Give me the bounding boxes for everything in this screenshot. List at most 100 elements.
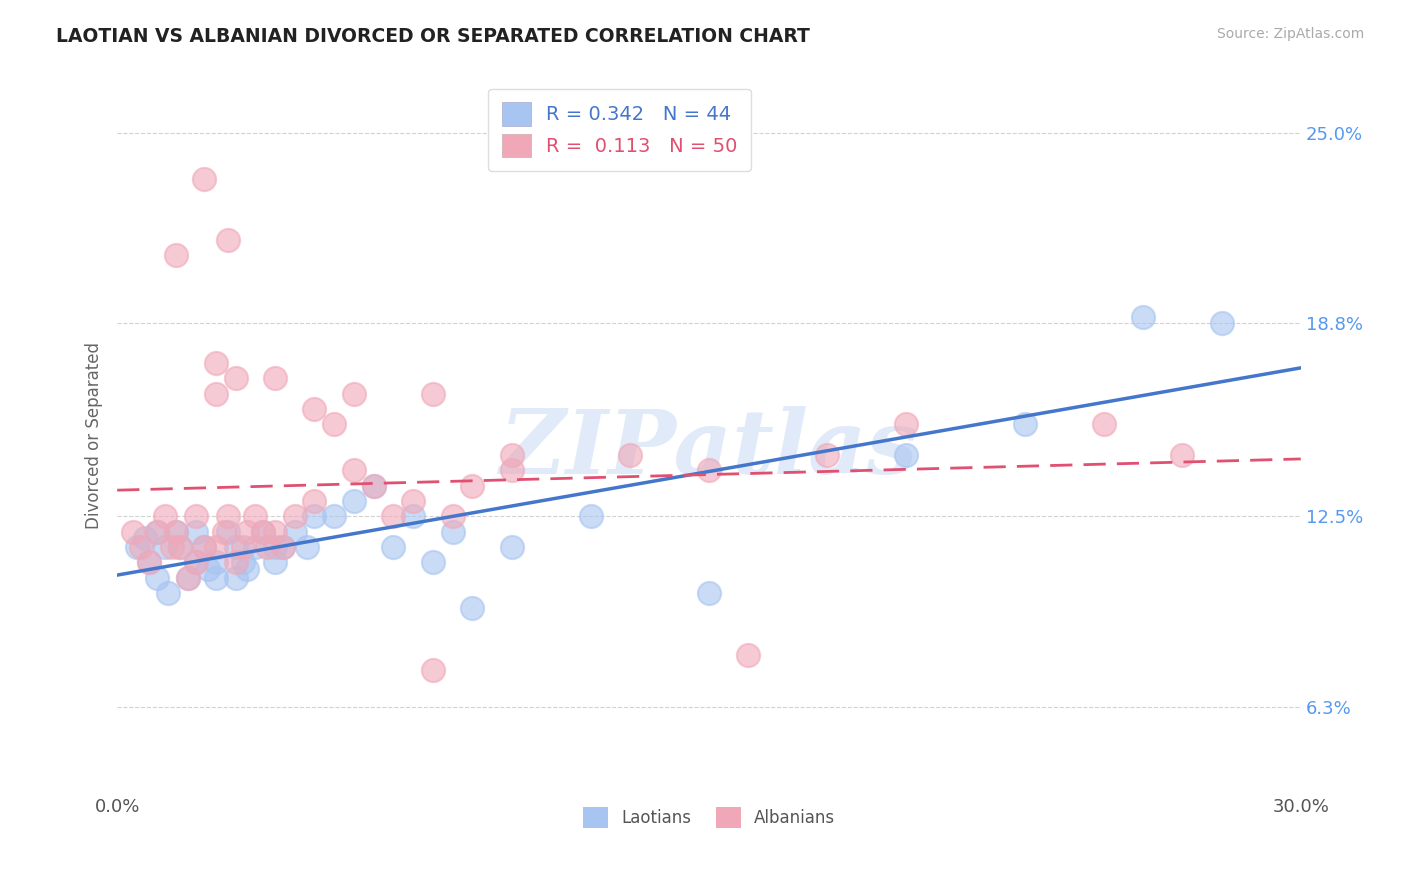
Point: [245, 509, 267, 524]
Point: [264, 524, 287, 539]
Point: [256, 540, 278, 554]
Point: [284, 509, 307, 524]
Point: [125, 540, 148, 554]
Point: [304, 401, 326, 416]
Point: [422, 556, 444, 570]
Point: [363, 479, 385, 493]
Point: [204, 540, 226, 554]
Point: [245, 540, 267, 554]
Point: [204, 571, 226, 585]
Point: [225, 540, 247, 554]
Point: [138, 556, 160, 570]
Point: [165, 248, 187, 262]
Point: [343, 494, 366, 508]
Point: [343, 386, 366, 401]
Point: [225, 371, 247, 385]
Point: [402, 509, 425, 524]
Point: [193, 540, 215, 554]
Point: [264, 540, 287, 554]
Point: [153, 509, 176, 524]
Point: [145, 571, 167, 585]
Point: [1014, 417, 1036, 432]
Point: [217, 524, 239, 539]
Point: [252, 524, 274, 539]
Point: [236, 561, 259, 575]
Point: [343, 463, 366, 477]
Point: [122, 524, 145, 539]
Point: [422, 386, 444, 401]
Point: [363, 479, 385, 493]
Point: [204, 356, 226, 370]
Point: [737, 648, 759, 662]
Point: [1211, 316, 1233, 330]
Point: [697, 586, 720, 600]
Point: [165, 524, 187, 539]
Point: [177, 571, 200, 585]
Point: [169, 540, 191, 554]
Point: [145, 524, 167, 539]
Point: [217, 233, 239, 247]
Point: [225, 556, 247, 570]
Point: [236, 524, 259, 539]
Point: [461, 601, 484, 615]
Text: ZIPatlas: ZIPatlas: [501, 406, 918, 492]
Point: [815, 448, 838, 462]
Point: [441, 524, 464, 539]
Point: [153, 540, 176, 554]
Point: [1171, 448, 1194, 462]
Point: [264, 371, 287, 385]
Point: [441, 509, 464, 524]
Point: [252, 524, 274, 539]
Point: [284, 524, 307, 539]
Point: [145, 524, 167, 539]
Point: [304, 509, 326, 524]
Point: [304, 494, 326, 508]
Point: [1092, 417, 1115, 432]
Point: [271, 540, 294, 554]
Point: [129, 540, 152, 554]
Point: [177, 571, 200, 585]
Point: [217, 509, 239, 524]
Point: [184, 556, 207, 570]
Point: [138, 556, 160, 570]
Point: [896, 417, 918, 432]
Y-axis label: Divorced or Separated: Divorced or Separated: [86, 342, 103, 529]
Point: [422, 663, 444, 677]
Point: [271, 540, 294, 554]
Point: [896, 448, 918, 462]
Point: [619, 448, 641, 462]
Point: [193, 540, 215, 554]
Text: LAOTIAN VS ALBANIAN DIVORCED OR SEPARATED CORRELATION CHART: LAOTIAN VS ALBANIAN DIVORCED OR SEPARATE…: [56, 27, 810, 45]
Point: [402, 494, 425, 508]
Point: [579, 509, 602, 524]
Legend: Laotians, Albanians: Laotians, Albanians: [576, 801, 842, 834]
Point: [184, 524, 207, 539]
Point: [323, 509, 346, 524]
Point: [382, 540, 405, 554]
Point: [232, 540, 254, 554]
Point: [1132, 310, 1154, 324]
Point: [134, 531, 156, 545]
Point: [212, 524, 235, 539]
Point: [193, 171, 215, 186]
Point: [501, 448, 523, 462]
Point: [162, 540, 184, 554]
Point: [204, 556, 226, 570]
Point: [197, 561, 219, 575]
Point: [169, 540, 191, 554]
Point: [165, 524, 187, 539]
Point: [382, 509, 405, 524]
Point: [184, 509, 207, 524]
Point: [697, 463, 720, 477]
Point: [232, 556, 254, 570]
Text: Source: ZipAtlas.com: Source: ZipAtlas.com: [1216, 27, 1364, 41]
Point: [204, 386, 226, 401]
Point: [184, 556, 207, 570]
Point: [461, 479, 484, 493]
Point: [501, 463, 523, 477]
Point: [295, 540, 318, 554]
Point: [264, 556, 287, 570]
Point: [225, 571, 247, 585]
Point: [323, 417, 346, 432]
Point: [157, 586, 180, 600]
